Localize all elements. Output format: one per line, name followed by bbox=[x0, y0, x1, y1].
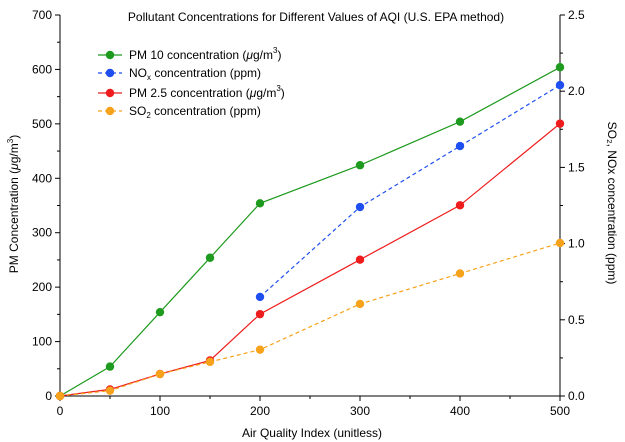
y-right-tick-label: 0.0 bbox=[568, 389, 585, 403]
legend: PM 10 concentration (μg/m3) NOx concentra… bbox=[98, 46, 285, 120]
data-point-3 bbox=[255, 345, 265, 354]
legend-swatch-marker bbox=[105, 68, 115, 78]
x-axis-title: Air Quality Index (unitless) bbox=[242, 426, 382, 440]
data-point-3 bbox=[555, 238, 565, 248]
legend-label: SO2 concentration (ppm) bbox=[129, 104, 261, 120]
data-point-2 bbox=[255, 309, 265, 319]
y-left-tick-label: 700 bbox=[32, 8, 52, 22]
y-left-tick-label: 600 bbox=[32, 62, 52, 76]
legend-label: NOx concentration (ppm) bbox=[129, 66, 261, 82]
data-point-2 bbox=[455, 201, 465, 210]
series-line-0 bbox=[59, 66, 561, 397]
data-point-0 bbox=[555, 63, 565, 72]
data-point-1 bbox=[255, 292, 265, 302]
data-point-3 bbox=[55, 391, 65, 401]
data-point-3 bbox=[355, 299, 365, 309]
data-point-3 bbox=[205, 357, 215, 367]
y-left-tick-label: 100 bbox=[32, 335, 52, 349]
y-right-tick-label: 2.5 bbox=[568, 8, 585, 22]
y-left-tick-label: 300 bbox=[32, 226, 52, 240]
y-right-tick-label: 1.0 bbox=[568, 237, 585, 251]
y-right-tick-label: 1.5 bbox=[568, 160, 585, 174]
x-tick-label: 500 bbox=[550, 404, 570, 418]
y-left-tick-label: 200 bbox=[32, 280, 52, 294]
data-point-1 bbox=[555, 80, 565, 90]
x-tick-label: 200 bbox=[250, 404, 270, 418]
legend-swatch-marker bbox=[105, 50, 115, 60]
data-point-3 bbox=[155, 369, 165, 379]
legend-swatch-marker bbox=[105, 106, 115, 116]
legend-label: PM 2.5 concentration (μg/m3) bbox=[129, 84, 285, 100]
data-point-0 bbox=[105, 362, 115, 371]
data-point-2 bbox=[555, 119, 565, 128]
data-point-0 bbox=[355, 161, 365, 170]
data-point-0 bbox=[455, 117, 465, 126]
y-left-tick-label: 400 bbox=[32, 171, 52, 185]
data-point-3 bbox=[455, 269, 465, 278]
series-line-2 bbox=[59, 123, 561, 397]
y-axis-right-title: SO₂, NOx concentration (ppm) bbox=[605, 122, 619, 285]
data-point-0 bbox=[255, 199, 265, 208]
data-point-1 bbox=[355, 202, 365, 212]
data-point-1 bbox=[455, 141, 465, 151]
series-line-1 bbox=[259, 84, 561, 298]
y-left-tick-label: 0 bbox=[45, 389, 52, 403]
legend-label: PM 10 concentration (μg/m3) bbox=[129, 46, 281, 62]
x-tick-label: 100 bbox=[150, 404, 170, 418]
series-line-3 bbox=[59, 242, 561, 397]
legend-swatch-marker bbox=[105, 88, 115, 98]
axes: 0 100 200 300 400 500 0 100 200 300 400 500 600 700 0.… bbox=[32, 8, 585, 418]
data-point-0 bbox=[155, 307, 165, 317]
series-group bbox=[55, 63, 565, 401]
data-point-3 bbox=[105, 386, 115, 395]
chart-title: Pollutant Concentrations for Different V… bbox=[128, 10, 504, 24]
y-axis-left-title: PM Concentration (μg/m3) bbox=[6, 135, 21, 273]
x-tick-label: 300 bbox=[350, 404, 370, 418]
data-point-0 bbox=[205, 253, 215, 262]
x-tick-label: 0 bbox=[57, 404, 64, 418]
x-tick-label: 400 bbox=[450, 404, 470, 418]
data-point-2 bbox=[355, 255, 365, 264]
y-right-tick-label: 2.0 bbox=[568, 84, 585, 98]
y-right-tick-label: 0.5 bbox=[568, 313, 585, 327]
y-left-tick-label: 500 bbox=[32, 117, 52, 131]
